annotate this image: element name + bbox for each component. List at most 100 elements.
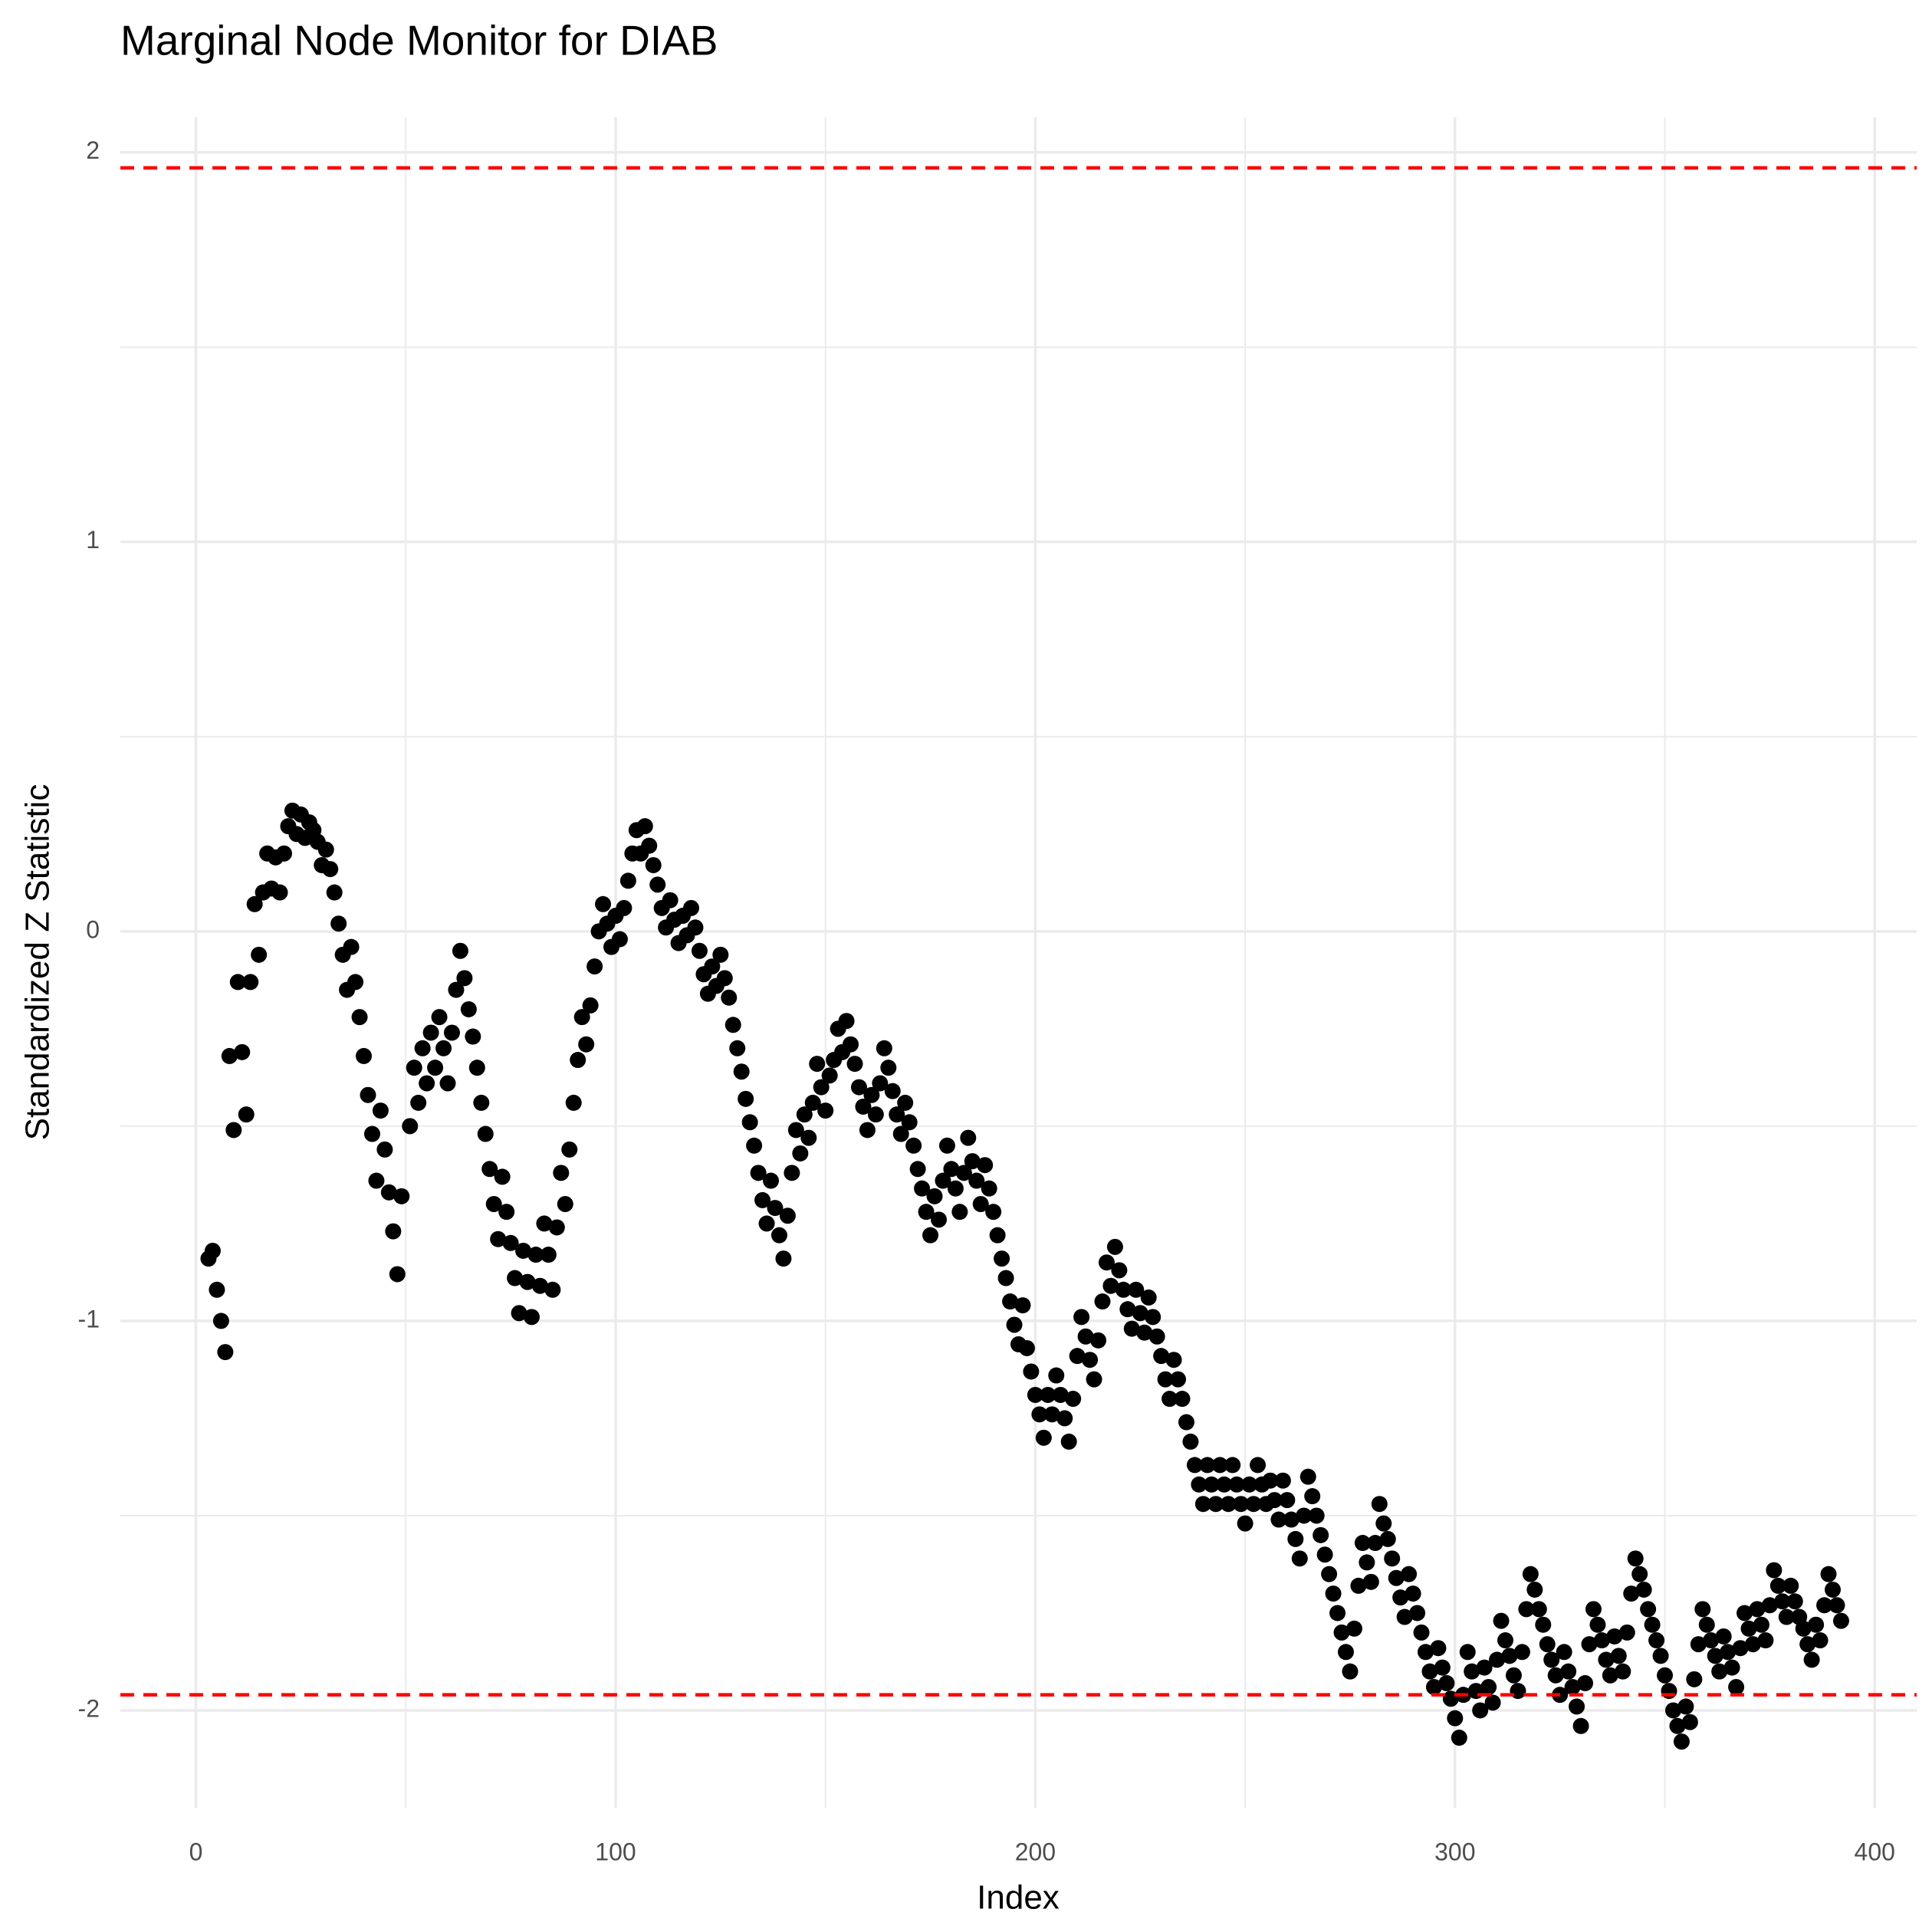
point <box>1421 1663 1438 1680</box>
point <box>1690 1636 1707 1653</box>
point <box>356 1047 373 1064</box>
point <box>809 1056 826 1073</box>
point <box>741 1114 758 1131</box>
point <box>1245 1496 1262 1513</box>
point <box>1329 1605 1346 1622</box>
point <box>1539 1636 1556 1653</box>
point <box>1186 1457 1203 1474</box>
point <box>850 1079 867 1096</box>
point <box>712 946 729 963</box>
point <box>1418 1644 1434 1661</box>
point <box>1014 1297 1031 1314</box>
point <box>1115 1281 1132 1298</box>
point <box>1211 1457 1228 1474</box>
point <box>687 919 704 936</box>
point <box>750 1165 767 1181</box>
point <box>1082 1352 1099 1368</box>
point <box>431 1009 448 1026</box>
point <box>1493 1612 1510 1629</box>
point <box>1287 1530 1304 1547</box>
point <box>1191 1476 1208 1493</box>
point <box>322 861 339 878</box>
point <box>435 1040 452 1056</box>
point <box>943 1161 960 1178</box>
point <box>1073 1309 1090 1326</box>
point <box>544 1281 561 1298</box>
point <box>473 1094 490 1111</box>
point <box>490 1230 507 1247</box>
point <box>1510 1683 1526 1700</box>
point <box>540 1247 557 1263</box>
point <box>1274 1472 1291 1489</box>
point <box>1413 1624 1430 1641</box>
point <box>393 1188 410 1204</box>
point <box>1203 1476 1220 1493</box>
point <box>1610 1648 1627 1664</box>
point <box>368 1172 385 1189</box>
point <box>1220 1496 1237 1513</box>
point <box>1547 1667 1564 1684</box>
point <box>456 970 473 987</box>
chart-title: Marginal Node Monitor for DIAB <box>120 17 718 64</box>
point <box>238 1106 255 1123</box>
point <box>234 1043 251 1060</box>
point <box>997 1270 1014 1286</box>
point <box>1745 1636 1762 1653</box>
point <box>1615 1663 1631 1680</box>
point <box>494 1168 511 1185</box>
point <box>275 845 292 862</box>
point <box>1631 1566 1648 1582</box>
point <box>1803 1651 1820 1668</box>
point <box>1086 1371 1102 1388</box>
point <box>1602 1667 1618 1684</box>
point <box>527 1247 544 1263</box>
point <box>1140 1289 1157 1306</box>
point <box>1694 1601 1711 1618</box>
point <box>1224 1457 1241 1474</box>
point <box>448 981 465 998</box>
point <box>1480 1679 1497 1695</box>
point <box>1669 1717 1686 1734</box>
point <box>1409 1605 1426 1622</box>
point <box>1635 1581 1652 1598</box>
point <box>972 1196 989 1212</box>
point <box>422 1024 439 1041</box>
point <box>570 1052 586 1069</box>
point <box>1661 1683 1677 1700</box>
point <box>1199 1457 1216 1474</box>
point <box>1266 1492 1283 1509</box>
point <box>507 1270 524 1286</box>
point <box>1766 1562 1783 1579</box>
point <box>573 1009 590 1026</box>
x-tick-label: 100 <box>595 1838 636 1865</box>
point <box>1023 1363 1040 1380</box>
point <box>347 974 364 991</box>
point <box>1640 1601 1657 1618</box>
point <box>565 1094 582 1111</box>
point <box>557 1196 573 1212</box>
point <box>724 1017 741 1033</box>
point <box>1237 1515 1254 1532</box>
point <box>1644 1616 1661 1633</box>
point <box>1447 1710 1464 1727</box>
point <box>460 1001 477 1017</box>
point <box>1606 1628 1623 1644</box>
y-tick-label: -2 <box>78 1694 100 1722</box>
point <box>212 1313 229 1329</box>
point <box>1783 1577 1799 1594</box>
point <box>1707 1648 1723 1664</box>
point <box>691 942 708 959</box>
point <box>343 938 360 955</box>
point <box>1816 1597 1833 1614</box>
point <box>645 856 662 873</box>
point <box>1077 1328 1094 1345</box>
point <box>225 1122 242 1138</box>
point <box>641 837 658 854</box>
point <box>1686 1671 1703 1687</box>
point <box>1388 1569 1405 1586</box>
point <box>683 899 700 916</box>
point <box>1522 1566 1539 1582</box>
point <box>909 1161 926 1178</box>
point <box>792 1145 809 1162</box>
point <box>867 1106 884 1123</box>
